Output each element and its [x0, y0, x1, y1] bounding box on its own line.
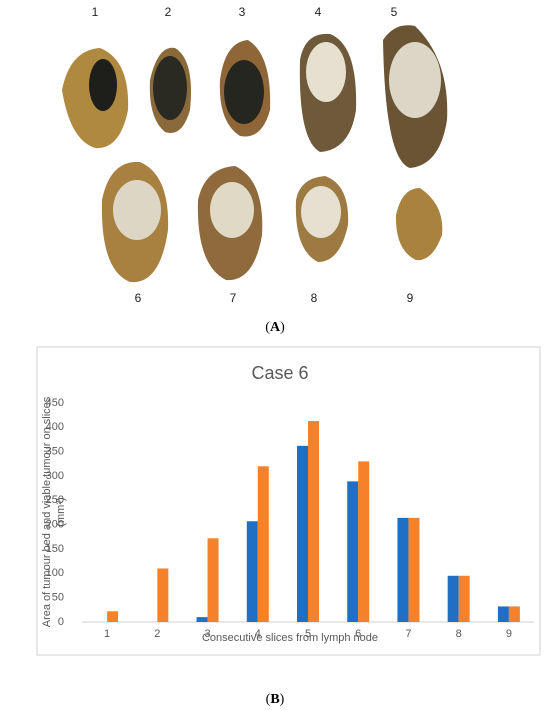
tissue-slice [395, 188, 443, 261]
slice-label: 5 [391, 5, 398, 19]
slice-label: 1 [92, 5, 99, 19]
bar [358, 461, 370, 622]
bar [308, 421, 319, 622]
tissue-core [389, 42, 441, 118]
bar [246, 521, 258, 622]
panel-caption: (B) [266, 692, 285, 707]
bar [458, 575, 470, 622]
bar [508, 606, 520, 622]
slice-label: 9 [407, 291, 414, 305]
bar [196, 617, 208, 622]
panel-caption: (A) [265, 320, 285, 335]
tissue-core [224, 60, 264, 124]
tissue-core [113, 180, 161, 240]
bar [107, 611, 119, 622]
bar [207, 538, 219, 622]
bar [297, 445, 308, 622]
bar [447, 575, 459, 622]
x-tick-label: 4 [255, 628, 261, 640]
bar [397, 517, 409, 622]
tissue-core [301, 186, 341, 238]
x-tick-label: 5 [305, 628, 311, 640]
x-tick-label: 6 [355, 628, 361, 640]
x-tick-label: 7 [405, 628, 411, 640]
tissue-core [89, 59, 117, 111]
y-tick-label: 150 [46, 543, 64, 555]
bar [347, 481, 359, 622]
bar [497, 606, 509, 622]
y-tick-label: 350 [46, 446, 64, 458]
photo-panel: 1 2 3 4 5 6 7 8 9 [62, 5, 448, 305]
y-tick-label: 200 [46, 519, 64, 531]
plot: 0 50 100 150 200 250 300 350 400 450 1 2 3 4 5 6 7 8 9 [46, 397, 534, 640]
y-tick-label: 400 [46, 421, 64, 433]
x-tick-label: 8 [456, 628, 462, 640]
y-tick-label: 300 [46, 470, 64, 482]
bar [257, 466, 269, 622]
x-tick-label: 2 [154, 628, 160, 640]
y-tick-label: 250 [46, 494, 64, 506]
bar [157, 568, 169, 622]
y-axis-label: (mm²) [55, 497, 67, 526]
x-tick-label: 9 [506, 628, 512, 640]
y-tick-label: 450 [46, 397, 64, 409]
slice-label: 4 [315, 5, 322, 19]
slice-label: 7 [230, 291, 237, 305]
tissue-core [306, 42, 346, 102]
slice-label: 2 [165, 5, 172, 19]
bar [408, 517, 420, 622]
x-tick-label: 3 [204, 628, 210, 640]
x-tick-label: 1 [104, 628, 110, 640]
tissue-core [210, 182, 254, 238]
x-axis-label: Consecutive slices from lymph node [202, 632, 378, 644]
tissue-core [153, 56, 187, 120]
slice-label: 3 [239, 5, 246, 19]
y-axis-label: Area of tumour bed and viable tumour on … [41, 396, 53, 627]
panel-caption-letter: B [270, 692, 279, 707]
y-tick-label: 0 [58, 616, 64, 628]
slice-label: 8 [311, 291, 318, 305]
panel-caption-letter: A [270, 320, 281, 335]
slice-label: 6 [135, 291, 142, 305]
y-tick-label: 50 [52, 592, 64, 604]
y-tick-label: 100 [46, 567, 64, 579]
chart-title: Case 6 [251, 363, 308, 383]
